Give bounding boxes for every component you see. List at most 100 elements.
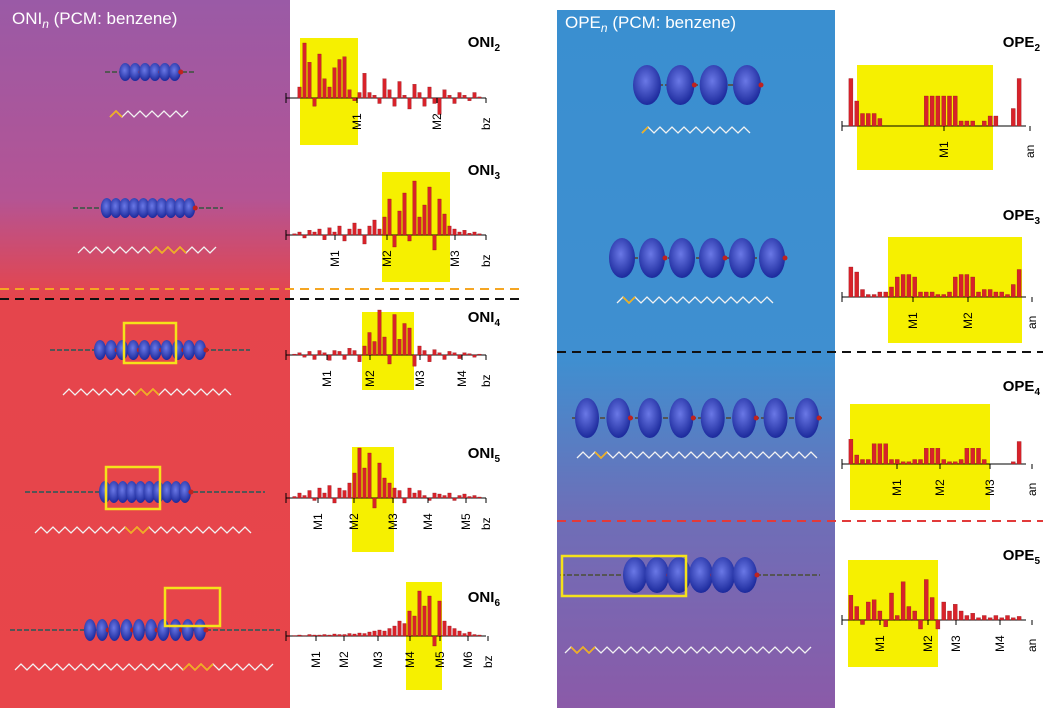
bar bbox=[936, 295, 940, 298]
bar bbox=[308, 351, 312, 355]
bar bbox=[959, 460, 963, 465]
molecule bbox=[50, 340, 250, 360]
panel-title: ONIn (PCM: benzene) bbox=[12, 9, 177, 31]
bar bbox=[959, 275, 963, 298]
bar bbox=[433, 636, 437, 646]
bar bbox=[333, 232, 337, 235]
bar bbox=[358, 633, 362, 636]
bar bbox=[463, 494, 467, 498]
atom bbox=[783, 256, 788, 261]
bar bbox=[373, 220, 377, 235]
bar bbox=[393, 235, 397, 247]
bar-chart: M1M2bzONI2 bbox=[286, 34, 500, 145]
molecule bbox=[105, 63, 195, 81]
label-main: ONI bbox=[468, 309, 495, 326]
bar bbox=[965, 121, 969, 126]
bar bbox=[930, 292, 934, 297]
orbital-lobe bbox=[759, 238, 785, 278]
atom bbox=[755, 573, 760, 578]
atom bbox=[692, 83, 697, 88]
label-sub: 3 bbox=[494, 171, 500, 182]
orbital-lobe bbox=[639, 238, 665, 278]
bar bbox=[413, 355, 417, 366]
bar bbox=[308, 635, 312, 637]
atom bbox=[628, 416, 633, 421]
bar bbox=[443, 214, 447, 235]
bar bbox=[408, 235, 412, 241]
bar bbox=[338, 226, 342, 235]
bar bbox=[413, 616, 417, 636]
bar bbox=[423, 98, 427, 106]
bar bbox=[293, 497, 297, 499]
orbital-lobe bbox=[633, 65, 661, 105]
bar bbox=[463, 634, 467, 637]
bar bbox=[443, 496, 447, 499]
bar bbox=[478, 234, 482, 235]
orbital-lobe bbox=[161, 340, 173, 360]
molecule bbox=[73, 198, 223, 218]
bar bbox=[884, 292, 888, 297]
bar bbox=[308, 62, 312, 98]
orbital-lobe bbox=[729, 238, 755, 278]
bar bbox=[313, 355, 317, 360]
bar bbox=[947, 292, 951, 297]
bar bbox=[363, 235, 367, 244]
bar bbox=[473, 232, 477, 235]
atom bbox=[817, 416, 822, 421]
tick-label: M1 bbox=[890, 479, 904, 496]
bar bbox=[895, 277, 899, 297]
bar bbox=[936, 620, 940, 629]
bar bbox=[458, 355, 462, 359]
bar bbox=[423, 205, 427, 235]
orbital-lobe bbox=[606, 398, 630, 438]
atom bbox=[189, 490, 194, 495]
bar bbox=[323, 79, 327, 98]
bar-chart: M1M2M3M4M5bzONI5 bbox=[286, 445, 500, 552]
tick-label: bz bbox=[481, 655, 495, 668]
bar bbox=[924, 448, 928, 464]
bar bbox=[383, 217, 387, 235]
bar bbox=[408, 611, 412, 636]
bar bbox=[849, 595, 853, 620]
tick-label: M1 bbox=[309, 651, 323, 668]
tick-label: M1 bbox=[328, 250, 342, 267]
orbital-lobe bbox=[733, 65, 761, 105]
bar bbox=[971, 277, 975, 297]
bar bbox=[393, 488, 397, 498]
bar bbox=[398, 82, 402, 99]
bar bbox=[947, 96, 951, 126]
orbital-lobe bbox=[701, 398, 725, 438]
orbital-lobe bbox=[689, 557, 713, 593]
orbital-lobe bbox=[669, 238, 695, 278]
bar bbox=[323, 353, 327, 355]
bar bbox=[953, 462, 957, 464]
bar bbox=[860, 460, 864, 465]
bar bbox=[982, 460, 986, 465]
bar bbox=[343, 635, 347, 637]
label-main: OPE bbox=[1003, 378, 1035, 395]
bar bbox=[913, 277, 917, 297]
atom bbox=[204, 628, 209, 633]
bar bbox=[930, 598, 934, 621]
chart-label: OPE4 bbox=[1003, 378, 1041, 398]
bar bbox=[428, 87, 432, 98]
bar bbox=[930, 96, 934, 126]
label-sub: 6 bbox=[494, 598, 500, 609]
panel-title: OPEn (PCM: benzene) bbox=[565, 13, 736, 35]
label-main: ONI bbox=[468, 445, 495, 462]
bar bbox=[959, 611, 963, 620]
figure: ONIn (PCM: benzene) OPEn (PCM: benzene) … bbox=[0, 0, 1043, 708]
bar bbox=[878, 119, 882, 127]
bar bbox=[988, 290, 992, 298]
bar bbox=[323, 493, 327, 498]
bar bbox=[872, 114, 876, 127]
bar bbox=[363, 468, 367, 498]
bar bbox=[1011, 285, 1015, 298]
bar bbox=[313, 232, 317, 235]
tick-label: M2 bbox=[337, 651, 351, 668]
bar bbox=[1011, 618, 1015, 620]
bar bbox=[318, 635, 322, 636]
orbital-lobe bbox=[138, 340, 150, 360]
